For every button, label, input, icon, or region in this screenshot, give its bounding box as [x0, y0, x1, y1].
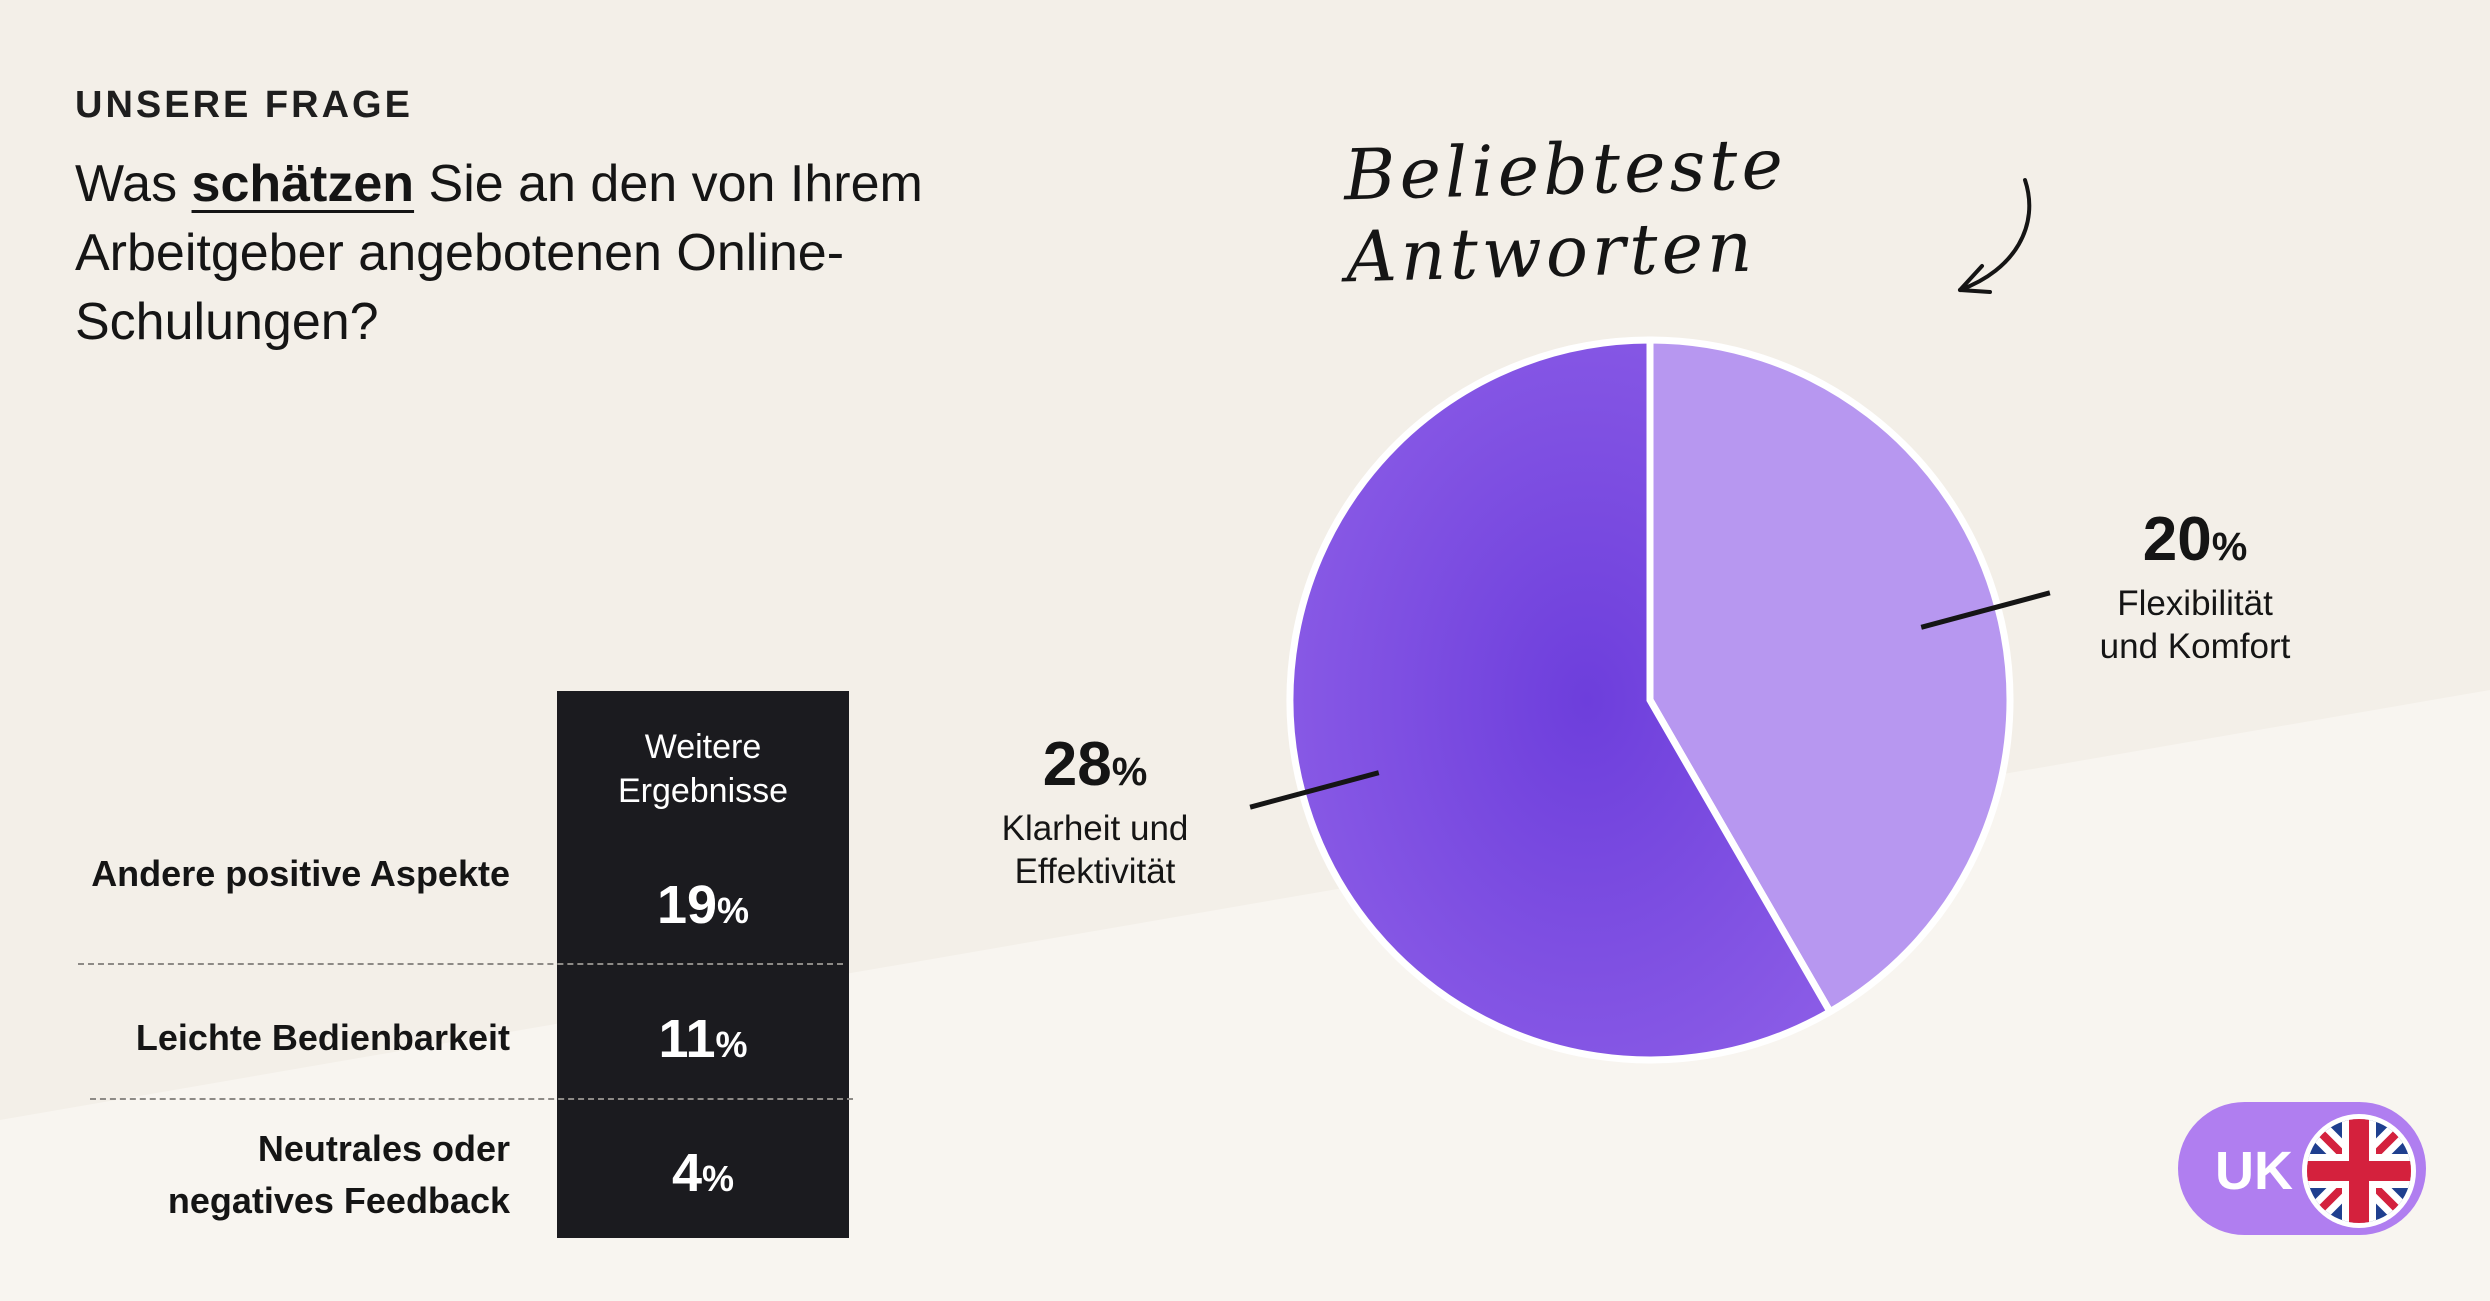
row-number: 4 — [671, 1143, 703, 1203]
table-row-value: 4% — [557, 1142, 849, 1204]
slice-label-flexibility: 20% Flexibilität und Komfort — [2055, 505, 2335, 668]
pie-leader-line — [1920, 590, 2051, 630]
row-number: 19 — [656, 875, 718, 935]
question-pre: Was — [75, 155, 192, 213]
handwritten-annotation: Beliebteste Antworten — [1342, 122, 1788, 299]
slice-value: 20 — [2142, 505, 2212, 574]
table-row-label: Neutrales oder negatives Feedback — [40, 1123, 510, 1227]
question-post: Sie an den von Ihrem Arbeitgeber angebot… — [75, 155, 923, 351]
question-text: Was schätzen Sie an den von Ihrem Arbeit… — [75, 150, 955, 357]
question-highlight: schätzen — [191, 155, 415, 213]
section-eyebrow: UNSERE FRAGE — [75, 84, 413, 126]
pie-chart — [1249, 336, 2051, 1064]
slice-percent: 20% — [2055, 505, 2335, 582]
table-divider — [78, 963, 843, 965]
table-row-label: Andere positive Aspekte — [91, 853, 510, 894]
slice-value: 28 — [1042, 730, 1112, 799]
slice-percent: 28% — [965, 730, 1225, 807]
slice-caption-line: Flexibilität — [2117, 584, 2273, 623]
row-unit: % — [702, 1158, 735, 1199]
row-unit: % — [717, 890, 750, 931]
table-header-line: Ergebnisse — [617, 772, 789, 810]
slice-unit: % — [2211, 525, 2248, 569]
table-row-label: Leichte Bedienbarkeit — [135, 1017, 510, 1058]
table-row-value: 19% — [557, 874, 849, 936]
pie-leader-line — [1249, 770, 1380, 810]
table-row-value: 11% — [557, 1008, 849, 1070]
uk-flag-icon[interactable] — [2301, 1113, 2417, 1229]
row-number: 11 — [658, 1009, 716, 1069]
pie-leaders — [1249, 590, 2051, 810]
slice-unit: % — [1111, 750, 1148, 794]
row-label-line: negatives Feedback — [167, 1180, 510, 1221]
slice-caption-line: Effektivität — [1014, 852, 1176, 891]
row-label-line: Neutrales oder — [257, 1128, 510, 1169]
slice-caption-line: Klarheit und — [1001, 809, 1189, 848]
curved-arrow-icon — [1958, 178, 2032, 294]
slice-caption-line: und Komfort — [2099, 627, 2291, 666]
pie-slices — [1286, 336, 2014, 1064]
language-badge-label[interactable]: UK — [2215, 1141, 2293, 1201]
slice-label-clarity: 28% Klarheit und Effektivität — [965, 730, 1225, 893]
row-unit: % — [715, 1024, 748, 1065]
table-header: Weitere Ergebnisse — [557, 725, 849, 813]
table-divider — [90, 1098, 853, 1100]
table-header-line: Weitere — [644, 728, 762, 766]
